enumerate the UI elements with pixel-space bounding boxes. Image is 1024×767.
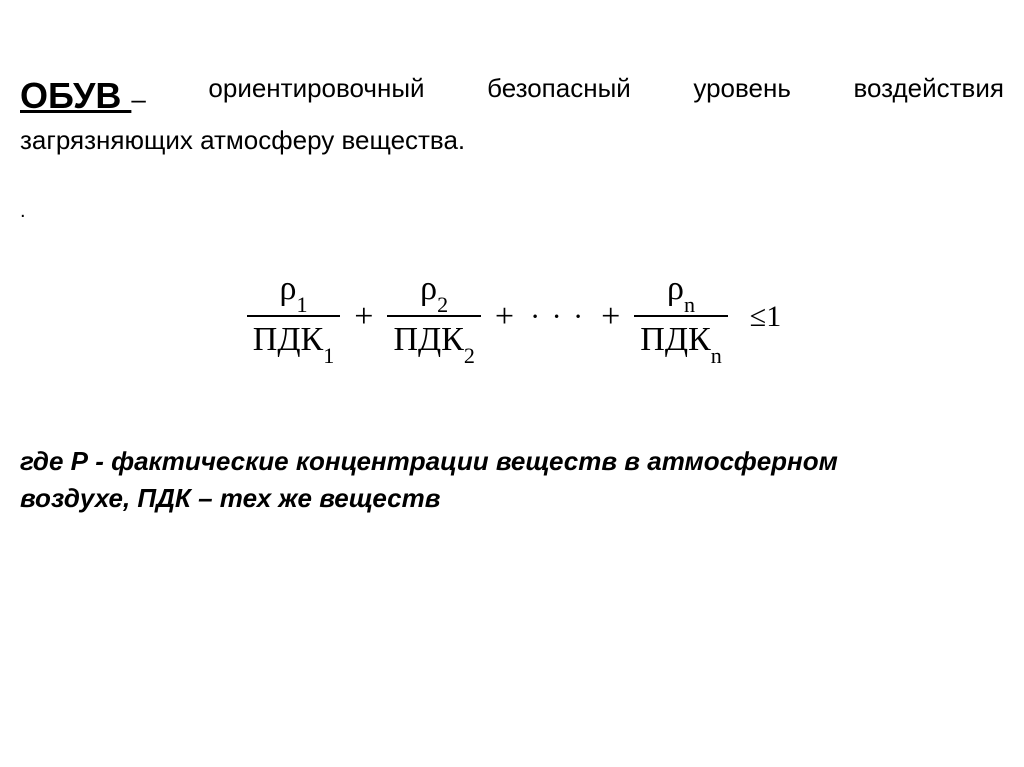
numerator-1: ρ1 bbox=[272, 270, 316, 315]
subscript: 2 bbox=[464, 343, 475, 368]
def-word-1: ориентировочный bbox=[208, 70, 424, 122]
denominator-2: ПДК2 bbox=[387, 315, 480, 364]
plus-sign: + bbox=[354, 298, 373, 336]
where-line-2: воздухе, ПДК – тех же веществ bbox=[20, 480, 1004, 516]
where-clause: где Р - фактические концентрации веществ… bbox=[20, 443, 1004, 516]
pdk-text: ПДК bbox=[253, 321, 323, 358]
rho-symbol: ρ bbox=[420, 270, 437, 307]
numerator-2: ρ2 bbox=[412, 270, 456, 315]
def-word-3: уровень bbox=[693, 70, 791, 122]
definition-paragraph: ОБУВ – ориентировочный безопасный уровен… bbox=[20, 70, 1004, 160]
definition-first-row: ОБУВ – ориентировочный безопасный уровен… bbox=[20, 70, 1004, 122]
relation-le-one: ≤1 bbox=[750, 300, 781, 334]
dash: – bbox=[131, 84, 145, 114]
ellipsis: · · · bbox=[530, 300, 585, 334]
def-word-2: безопасный bbox=[487, 70, 631, 122]
term-obuv: ОБУВ bbox=[20, 75, 131, 116]
denominator-1: ПДК1 bbox=[247, 315, 340, 364]
plus-sign: + bbox=[495, 298, 514, 336]
fraction-n: ρn ПДКn bbox=[634, 270, 727, 364]
denominator-n: ПДКn bbox=[634, 315, 727, 364]
page: ОБУВ – ориентировочный безопасный уровен… bbox=[0, 0, 1024, 516]
rho-symbol: ρ bbox=[280, 270, 297, 307]
subscript: 2 bbox=[437, 292, 448, 317]
subscript: n bbox=[711, 343, 722, 368]
fraction-2: ρ2 ПДК2 bbox=[387, 270, 480, 364]
subscript: 1 bbox=[296, 292, 307, 317]
def-word-4: воздействия bbox=[853, 70, 1004, 122]
rho-symbol: ρ bbox=[667, 270, 684, 307]
fraction-1: ρ1 ПДК1 bbox=[247, 270, 340, 364]
numerator-n: ρn bbox=[659, 270, 703, 315]
subscript: 1 bbox=[323, 343, 334, 368]
subscript: n bbox=[684, 292, 695, 317]
definition-second-row: загрязняющих атмосферу вещества. bbox=[20, 122, 1004, 160]
where-line-1: где Р - фактические концентрации веществ… bbox=[20, 443, 1004, 479]
pdk-text: ПДК bbox=[640, 321, 710, 358]
formula: ρ1 ПДК1 + ρ2 ПДК2 + · · · + ρn ПДКn ≤1 bbox=[20, 270, 1004, 364]
pdk-text: ПДК bbox=[393, 321, 463, 358]
plus-sign: + bbox=[601, 298, 620, 336]
